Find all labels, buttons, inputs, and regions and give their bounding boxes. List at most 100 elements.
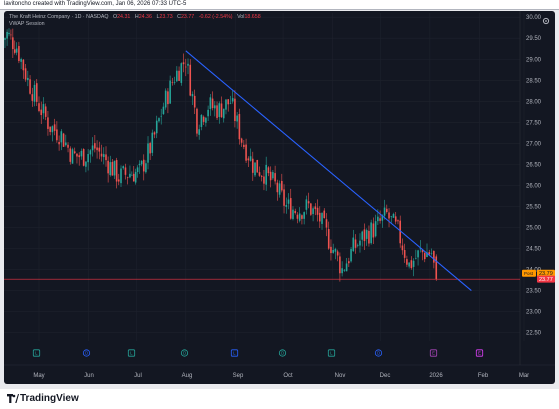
symbol-line: The Kraft Heinz Company · 1D · NASDAQ O2… (9, 14, 261, 21)
candle-body (122, 166, 125, 169)
candle-body (397, 220, 399, 222)
candle-body (15, 48, 18, 53)
candle-body (330, 246, 332, 254)
candle-body (401, 245, 404, 251)
candle-body (169, 80, 171, 104)
candle-body (283, 189, 285, 206)
candle-body (162, 106, 165, 115)
post-market-tag (522, 269, 536, 277)
candle-body (20, 59, 22, 62)
candle-body (115, 159, 118, 182)
split-event-icon[interactable] (127, 349, 136, 357)
candle-body (29, 79, 31, 94)
candle-body (98, 147, 101, 152)
top-bar: lavitoncho created with TradingView.com,… (0, 0, 559, 10)
event-marker-label: D (281, 351, 284, 356)
candle-body (426, 252, 428, 258)
candle-body (231, 98, 234, 102)
candle-body (292, 209, 294, 219)
time-tick-label: Mar (519, 373, 529, 379)
candle-body (307, 201, 310, 204)
candle-body (80, 150, 83, 157)
candle-body (31, 94, 34, 101)
price-tick-label: 27.00 (526, 141, 542, 147)
candle-body (176, 70, 178, 82)
price-tick-label: 29.00 (526, 57, 542, 63)
candle-body (78, 155, 81, 158)
candle-body (410, 260, 413, 269)
candle-body (356, 245, 359, 246)
candle-body (225, 99, 227, 110)
time-tick-label: Dec (380, 373, 391, 379)
candle-body (53, 124, 56, 131)
event-marker-label: D (85, 351, 88, 356)
price-tick-label: 28.00 (526, 99, 542, 105)
post-price-tag (537, 269, 555, 277)
split-event-icon[interactable] (230, 349, 239, 357)
high-label: H (134, 14, 139, 20)
indicator-line[interactable]: VWAP Session (9, 21, 45, 27)
candle-body (312, 208, 314, 215)
low-label: L (156, 14, 160, 20)
chart-pane[interactable]: 30.00 29.50 29.00 28.50 28.00 27.50 27.00 26.50… (4, 11, 555, 384)
candle-body (294, 210, 297, 214)
dividend-event-icon[interactable] (82, 349, 91, 357)
price-tick-label: 29.50 (526, 36, 542, 42)
candle-body (131, 174, 133, 176)
dividend-event-icon[interactable] (278, 349, 287, 357)
candle-body (361, 231, 364, 240)
candle-body (200, 114, 203, 127)
candle-body (388, 212, 390, 219)
chart-canvas[interactable]: 30.00 29.50 29.00 28.50 28.00 27.50 27.00 26.50… (4, 11, 555, 384)
settings-gear-icon[interactable] (542, 17, 550, 25)
candle-body (321, 213, 323, 224)
candle-body (423, 252, 426, 260)
candle-body (417, 250, 419, 258)
candle-body (325, 219, 328, 228)
price-tick-label: 25.00 (526, 225, 542, 231)
candle-body (289, 198, 292, 219)
candle-body (421, 249, 424, 253)
earnings-event-icon[interactable] (429, 349, 438, 357)
candle-body (243, 144, 245, 147)
candle-body (260, 175, 263, 177)
candle-body (220, 103, 223, 118)
candle-body (105, 154, 107, 161)
candle-body (385, 208, 388, 213)
price-tick-label: 24.50 (526, 246, 542, 252)
candle-body (153, 132, 156, 135)
candle-body (365, 230, 368, 239)
event-marker-label: E (478, 351, 481, 356)
candle-body (85, 161, 87, 167)
candle-body (287, 199, 290, 204)
candle-body (303, 212, 305, 219)
candle-body (392, 213, 395, 218)
earnings-event-icon[interactable] (475, 349, 484, 357)
candle-body (94, 143, 96, 149)
split-event-icon[interactable] (327, 349, 336, 357)
candle-body (374, 221, 377, 237)
candle-body (408, 262, 410, 267)
trendline[interactable] (185, 50, 472, 291)
candle-body (180, 63, 183, 83)
dividend-event-icon[interactable] (180, 349, 189, 357)
price-tick-label: 28.50 (526, 78, 542, 84)
candle-body (310, 203, 312, 215)
candle-body (269, 171, 272, 181)
candle-body (247, 158, 250, 161)
candle-body (343, 270, 346, 271)
candle-body (305, 199, 308, 210)
split-event-icon[interactable] (32, 349, 41, 357)
dividend-event-icon[interactable] (374, 349, 383, 357)
candle-body (316, 207, 319, 215)
candle-body (394, 216, 397, 222)
candle-body (419, 248, 422, 250)
candle-body (276, 182, 279, 193)
candle-body (258, 172, 261, 176)
candle-body (160, 115, 163, 117)
time-tick-label: Sep (233, 373, 244, 379)
candle-body (379, 218, 381, 221)
candle-body (285, 205, 288, 207)
author-caption: lavitoncho created with TradingView.com,… (4, 1, 187, 7)
candle-body (428, 252, 431, 255)
